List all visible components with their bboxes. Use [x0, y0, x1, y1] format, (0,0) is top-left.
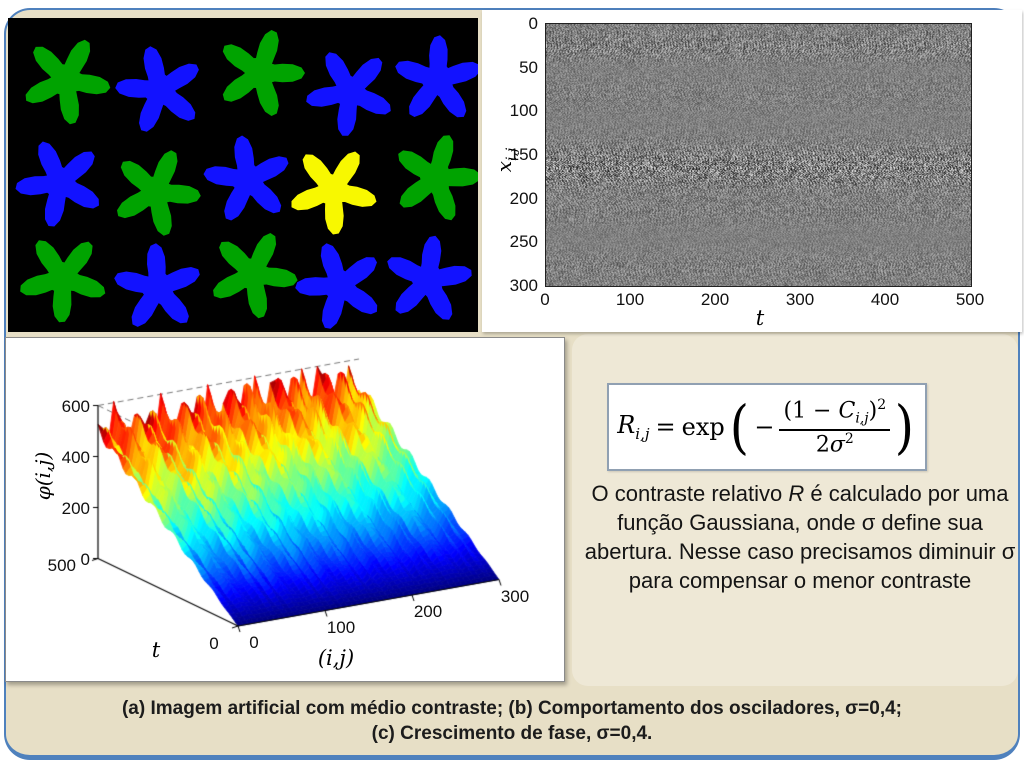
figure-c-ij-tick-label: 300 [500, 586, 530, 606]
figure-b-y-tick-label: 150 [509, 145, 538, 164]
star-blob-blue [203, 135, 289, 221]
figure-c-z-tick-label: 0 [80, 549, 90, 569]
star-blob-green [213, 233, 298, 319]
description-part: O contraste relativo [591, 481, 789, 506]
star-blob-blue [115, 46, 199, 132]
figure-b-oscillator-raster: xi,j t 0 50 100 150 200 250 300 0 100 200 300 400 50… [482, 10, 1022, 332]
formula-lhs: Ri,j [617, 411, 650, 443]
figure-c-ij-tick-label: 200 [413, 602, 443, 621]
star-blob-blue [387, 235, 472, 320]
description-part: é calculado por uma função Gaussiana, on… [617, 481, 1009, 536]
figure-b-x-tick-label: 100 [615, 290, 645, 309]
caption-line-1: (a) Imagem artificial com médio contrast… [121, 698, 903, 719]
figure-b-y-tick-label: 300 [509, 276, 538, 295]
figure-c-t-axis-label: t [151, 638, 161, 662]
description-sigma: σ [861, 510, 876, 536]
star-blob-blue [15, 141, 99, 227]
figure-c-t-tick-label: 500 [47, 556, 76, 575]
figure-b-x-tick-label: 300 [785, 290, 815, 309]
description-part: define sua abertura. Nesse caso precisam… [584, 510, 1002, 565]
figure-b-y-tick-label: 100 [509, 101, 538, 121]
figure-c-t-tick-label: 0 [209, 634, 219, 653]
figure-b-x-tick-label: 0 [540, 290, 550, 309]
figure-b-y-tick-label: 250 [509, 232, 538, 252]
figure-b-y-tick-label: 50 [519, 57, 538, 77]
star-blob-blue [395, 35, 478, 118]
figure-caption: (a) Imagem artificial com médio contrast… [0, 697, 1024, 746]
formula-box: Ri,j = exp ( − (1 − Ci,j)2 2σ2 ) [607, 383, 927, 471]
figure-a-artificial-image [8, 18, 478, 332]
figure-b-x-axis-label: t [755, 306, 765, 330]
figure-b-x-tick-label: 400 [870, 290, 900, 309]
star-blob-green [25, 39, 111, 125]
figure-c-z-tick-label: 600 [61, 396, 90, 416]
star-blob-blue [114, 243, 200, 327]
formula-equals: = [655, 413, 676, 441]
description-part: para compensar o menor contraste [628, 568, 972, 594]
star-blob-green [398, 135, 478, 221]
star-blob-green [20, 240, 106, 323]
star-blob-blue [295, 243, 378, 329]
star-blob-yellow [291, 151, 377, 235]
figure-b-y-tick-label: 200 [509, 188, 538, 208]
phase-surface-canvas [6, 338, 564, 681]
caption-line-2: (c) Crescimento de fase, σ=0,4. [371, 722, 653, 744]
star-blob-green [117, 150, 201, 236]
figure-c-z-tick-label: 200 [61, 498, 90, 518]
figure-c-z-tick-label: 400 [61, 447, 90, 467]
figure-c-phase-surface: φ(i,j) t (i,j) 0 200 400 600 500 0 0 100 200 300 [5, 337, 565, 682]
oscillator-raster-canvas [545, 23, 972, 287]
figure-c-ij-tick-label: 0 [249, 633, 259, 652]
formula-numerator: (1 − Ci,j)2 [779, 397, 891, 431]
description-text: O contraste relativo R é calculado por u… [582, 479, 1018, 595]
figure-c-ij-tick-label: 100 [326, 617, 356, 637]
description-sigma: σ [1001, 539, 1016, 565]
star-blob-green [222, 30, 305, 116]
figure-c-ij-axis-label: (i,j) [317, 646, 355, 670]
figure-b-y-tick-label: 0 [528, 14, 538, 33]
formula-minus: − [754, 413, 775, 441]
star-blob-blue [306, 52, 391, 136]
figure-b-x-tick-label: 500 [955, 290, 985, 309]
formula-exp: exp [681, 413, 725, 441]
star-blobs-graphic [15, 30, 478, 329]
figure-b-x-tick-label: 200 [700, 290, 730, 309]
description-var-R: R [788, 481, 805, 506]
formula-denominator: 2σ2 [815, 430, 854, 458]
formula-fraction: (1 − Ci,j)2 2σ2 [779, 397, 891, 458]
